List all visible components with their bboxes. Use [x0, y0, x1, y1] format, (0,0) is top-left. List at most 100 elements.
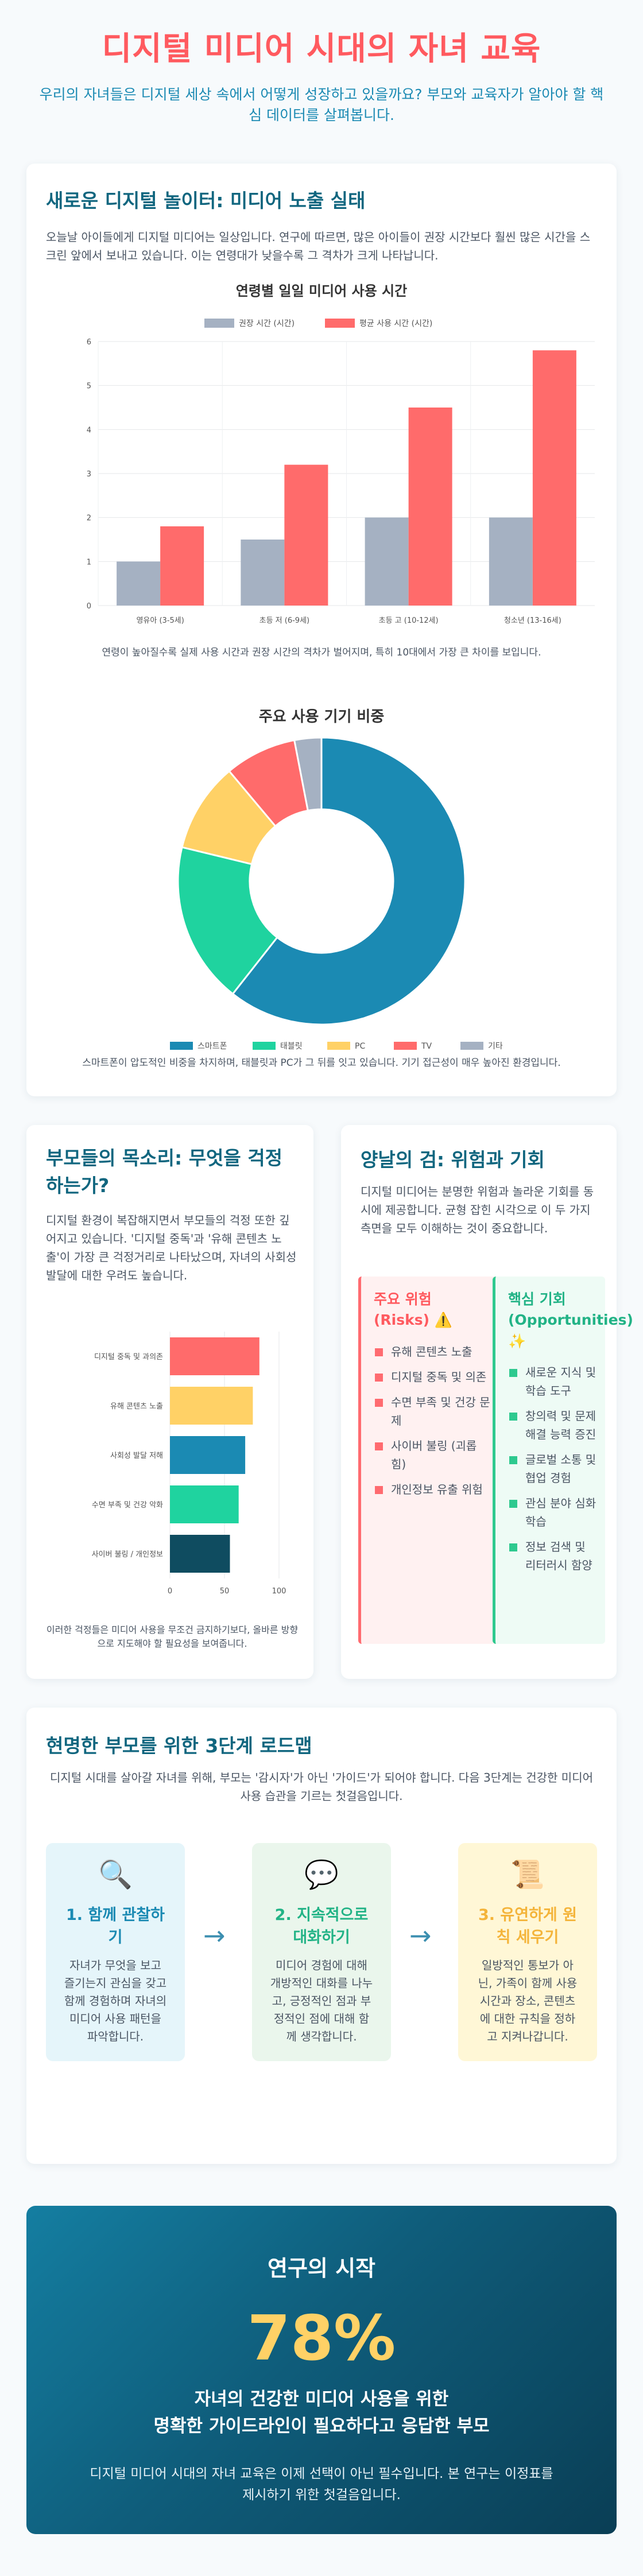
- y-tick-label: 0: [87, 602, 91, 611]
- page-subtitle: 우리의 자녀들은 디지털 세상 속에서 어떻게 성장하고 있을까요? 부모와 교…: [39, 86, 604, 124]
- step-text: 자녀가 무엇을 보고 즐기는지 관심을 갖고 함께 경험하며 자녀의 미디어 사…: [64, 1958, 167, 2044]
- section-intro: 오늘날 아이들에게 디지털 미디어는 일상입니다. 연구에 따르면, 많은 아이…: [46, 230, 591, 262]
- page-title: 디지털 미디어 시대의 자녀 교육: [102, 30, 541, 68]
- risk-item: 사이버 불링 (괴롭힘): [374, 1437, 490, 1473]
- section-title: 현명한 부모를 위한 3단계 로드맵: [46, 1735, 312, 1757]
- step-text: 일방적인 통보가 아닌, 가족이 함께 사용 시간과 장소, 콘텐츠에 대한 규…: [478, 1958, 578, 2044]
- step-talk: 💬 2. 지속적으로 대화하기 미디어 경험에 대해 개방적인 대화를 나누고,…: [252, 1843, 391, 2061]
- legend-label: 기타: [488, 1042, 503, 1051]
- y-tick-label: 1: [87, 558, 91, 567]
- opportunity-item: 정보 검색 및 리터러시 함양: [508, 1538, 597, 1574]
- y-tick-label: 6: [87, 338, 91, 347]
- bar: [160, 526, 204, 606]
- bar: [170, 1535, 230, 1573]
- risk-item: 개인정보 유출 위험: [374, 1480, 490, 1499]
- x-tick-label: 0: [168, 1587, 172, 1596]
- opportunities-box: 핵심 기회 (Opportunities) ✨ 새로운 지식 및 학습 도구 창…: [493, 1277, 633, 1644]
- banner-headline: 자녀의 건강한 미디어 사용을 위한 명확한 가이드라인이 필요하다고 응답한 …: [26, 2386, 617, 2439]
- section-title: 양날의 검: 위험과 기회: [361, 1149, 545, 1171]
- banner-title: 연구의 시작: [267, 2256, 376, 2281]
- speech-bubble-icon: 💬: [304, 1859, 339, 1891]
- pie-slice: [293, 736, 323, 812]
- bar: [170, 1387, 253, 1425]
- y-tick-label: 4: [87, 426, 91, 434]
- step-text: 미디어 경험에 대해 개방적인 대화를 나누고, 긍정적인 점과 부정적인 점에…: [270, 1958, 373, 2044]
- section-intro: 디지털 미디어는 분명한 위험과 놀라운 기회를 동시에 제공합니다. 균형 잡…: [361, 1185, 594, 1235]
- arrow-right-icon: →: [203, 1920, 226, 1951]
- hero: 디지털 미디어 시대의 자녀 교육 우리의 자녀들은 디지털 세상 속에서 어떻…: [0, 0, 643, 143]
- risks-opportunities-card: 양날의 검: 위험과 기회 디지털 미디어는 분명한 위험과 놀라운 기회를 동…: [341, 1125, 633, 1679]
- bar: [365, 517, 409, 606]
- section-intro: 디지털 환경이 복잡해지면서 부모들의 걱정 또한 깊어지고 있습니다. '디지…: [46, 1213, 297, 1282]
- banner-text: 디지털 미디어 시대의 자녀 교육은 이제 선택이 아닌 필수입니다. 본 연구…: [90, 2466, 553, 2503]
- x-tick-label: 초등 고 (10-12세): [379, 616, 439, 625]
- pie-slice: [231, 736, 466, 1026]
- y-tick-label: 5: [87, 382, 91, 391]
- chart-title: 연령별 일일 미디어 사용 시간: [236, 283, 407, 299]
- legend-swatch: [253, 1042, 276, 1050]
- legend-swatch: [460, 1042, 483, 1050]
- banner-headline-line1: 자녀의 건강한 미디어 사용을 위한: [194, 2389, 449, 2410]
- research-banner: 연구의 시작 78% 자녀의 건강한 미디어 사용을 위한 명확한 가이드라인이…: [26, 2206, 617, 2534]
- step-title: 1. 함께 관찰하기: [65, 1906, 165, 1947]
- x-tick-label: 초등 저 (6-9세): [259, 616, 309, 625]
- banner-stat: 78%: [247, 2303, 396, 2375]
- parents-concerns-card: 부모들의 목소리: 무엇을 걱정하는가? 디지털 환경이 복잡해지면서 부모들의…: [26, 1125, 313, 1679]
- risks-box: 주요 위험 (Risks) ⚠️ 유해 콘텐츠 노출 디지털 중독 및 의존 수…: [358, 1277, 498, 1644]
- bar: [170, 1436, 246, 1474]
- bar: [117, 561, 161, 606]
- x-tick-label: 영유아 (3-5세): [136, 616, 184, 625]
- y-tick-label: 수면 부족 및 건강 악화: [92, 1501, 163, 1510]
- bar: [170, 1337, 259, 1375]
- section-title: 부모들의 목소리: 무엇을 걱정하는가?: [46, 1147, 282, 1197]
- x-tick-label: 청소년 (13-16세): [504, 616, 561, 625]
- section-intro: 디지털 시대를 살아갈 자녀를 위해, 부모는 '감시자'가 아닌 '가이드'가…: [49, 1771, 594, 1803]
- y-tick-label: 유해 콘텐츠 노출: [110, 1402, 163, 1411]
- chart-title: 주요 사용 기기 비중: [259, 708, 385, 726]
- legend-label: 태블릿: [280, 1042, 303, 1051]
- opportunity-item: 새로운 지식 및 학습 도구: [508, 1363, 597, 1400]
- legend-swatch: [394, 1042, 417, 1050]
- legend-label: 평균 사용 시간 (시간): [359, 319, 432, 328]
- bar: [489, 517, 533, 606]
- bar: [532, 350, 576, 606]
- risk-item: 디지털 중독 및 의존: [374, 1368, 490, 1386]
- legend-swatch: [170, 1042, 193, 1050]
- section-title: 새로운 디지털 놀이터: 미디어 노출 실태: [46, 189, 366, 212]
- opportunity-item: 글로벌 소통 및 협업 경험: [508, 1450, 597, 1487]
- y-tick-label: 3: [87, 470, 91, 479]
- legend-label: 스마트폰: [197, 1042, 227, 1051]
- y-tick-label: 사이버 불링 / 개인정보: [92, 1550, 163, 1559]
- roadmap-card: 현명한 부모를 위한 3단계 로드맵 디지털 시대를 살아갈 자녀를 위해, 부…: [26, 1708, 617, 2164]
- risk-item: 수면 부족 및 건강 문제: [374, 1393, 490, 1430]
- legend-swatch: [204, 319, 234, 328]
- concerns-caption: 이러한 걱정들은 미디어 사용을 무조건 금지하기보다, 올바른 방향으로 지도…: [46, 1624, 299, 1649]
- bar: [408, 408, 452, 606]
- media-exposure-card: 새로운 디지털 놀이터: 미디어 노출 실태 오늘날 아이들에게 디지털 미디어…: [26, 164, 617, 1096]
- arrow-right-icon: →: [409, 1920, 432, 1951]
- scroll-icon: 📜: [510, 1859, 545, 1891]
- bar: [241, 540, 285, 606]
- opportunities-title: 핵심 기회 (Opportunities) ✨: [508, 1291, 633, 1349]
- legend-swatch: [327, 1042, 350, 1050]
- magnifier-icon: 🔍: [98, 1859, 133, 1891]
- bar: [284, 464, 328, 606]
- x-tick-label: 50: [220, 1587, 230, 1596]
- legend-label: 권장 시간 (시간): [239, 319, 295, 328]
- legend-swatch: [325, 319, 355, 328]
- y-tick-label: 사회성 발달 저해: [110, 1452, 163, 1460]
- opportunity-item: 관심 분야 심화 학습: [508, 1494, 597, 1531]
- pie-slice: [177, 846, 278, 995]
- bar: [170, 1485, 239, 1523]
- risk-item: 유해 콘텐츠 노출: [374, 1343, 490, 1361]
- banner-headline-line2: 명확한 가이드라인이 필요하다고 응답한 부모: [153, 2415, 490, 2437]
- opportunity-item: 창의력 및 문제해결 능력 증진: [508, 1407, 597, 1444]
- step-observe: 🔍 1. 함께 관찰하기 자녀가 무엇을 보고 즐기는지 관심을 갖고 함께 경…: [46, 1843, 185, 2061]
- legend-label: PC: [355, 1042, 365, 1051]
- y-tick-label: 2: [87, 514, 91, 523]
- step-title: 3. 유연하게 원칙 세우기: [478, 1906, 578, 1947]
